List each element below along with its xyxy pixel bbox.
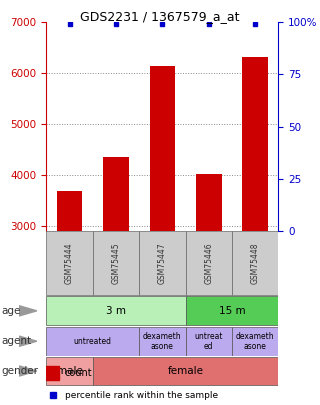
Text: male: male xyxy=(57,366,83,376)
Bar xyxy=(46,296,186,326)
Text: GDS2231 / 1367579_a_at: GDS2231 / 1367579_a_at xyxy=(80,10,240,23)
Bar xyxy=(139,232,186,295)
Text: agent: agent xyxy=(2,336,32,346)
Text: dexameth
asone: dexameth asone xyxy=(143,332,182,351)
Bar xyxy=(46,232,93,295)
Text: dexameth
asone: dexameth asone xyxy=(236,332,275,351)
Bar xyxy=(57,191,82,231)
Bar xyxy=(139,326,186,356)
Text: untreat
ed: untreat ed xyxy=(195,332,223,351)
Text: female: female xyxy=(168,366,204,376)
Bar xyxy=(150,66,175,231)
Bar xyxy=(186,296,278,326)
Bar xyxy=(93,232,139,295)
Text: 15 m: 15 m xyxy=(219,306,245,316)
Polygon shape xyxy=(19,336,37,346)
Bar xyxy=(103,157,129,231)
Text: gender: gender xyxy=(2,366,39,376)
Bar xyxy=(232,326,278,356)
Polygon shape xyxy=(19,366,37,376)
Bar xyxy=(232,232,278,295)
Bar xyxy=(46,326,139,356)
Text: 3 m: 3 m xyxy=(106,306,126,316)
Text: untreated: untreated xyxy=(74,337,112,346)
Bar xyxy=(196,175,221,231)
Bar xyxy=(243,57,268,231)
Polygon shape xyxy=(19,306,37,316)
Text: GSM75448: GSM75448 xyxy=(251,243,260,284)
Text: age: age xyxy=(2,306,21,316)
Bar xyxy=(186,326,232,356)
Text: GSM75444: GSM75444 xyxy=(65,243,74,284)
Bar xyxy=(186,232,232,295)
Text: GSM75445: GSM75445 xyxy=(111,243,121,284)
Text: percentile rank within the sample: percentile rank within the sample xyxy=(65,391,218,400)
Text: GSM75447: GSM75447 xyxy=(158,243,167,284)
Text: count: count xyxy=(65,368,92,377)
Bar xyxy=(46,366,59,379)
Bar xyxy=(93,357,278,385)
Text: GSM75446: GSM75446 xyxy=(204,243,213,284)
Bar xyxy=(46,357,93,385)
